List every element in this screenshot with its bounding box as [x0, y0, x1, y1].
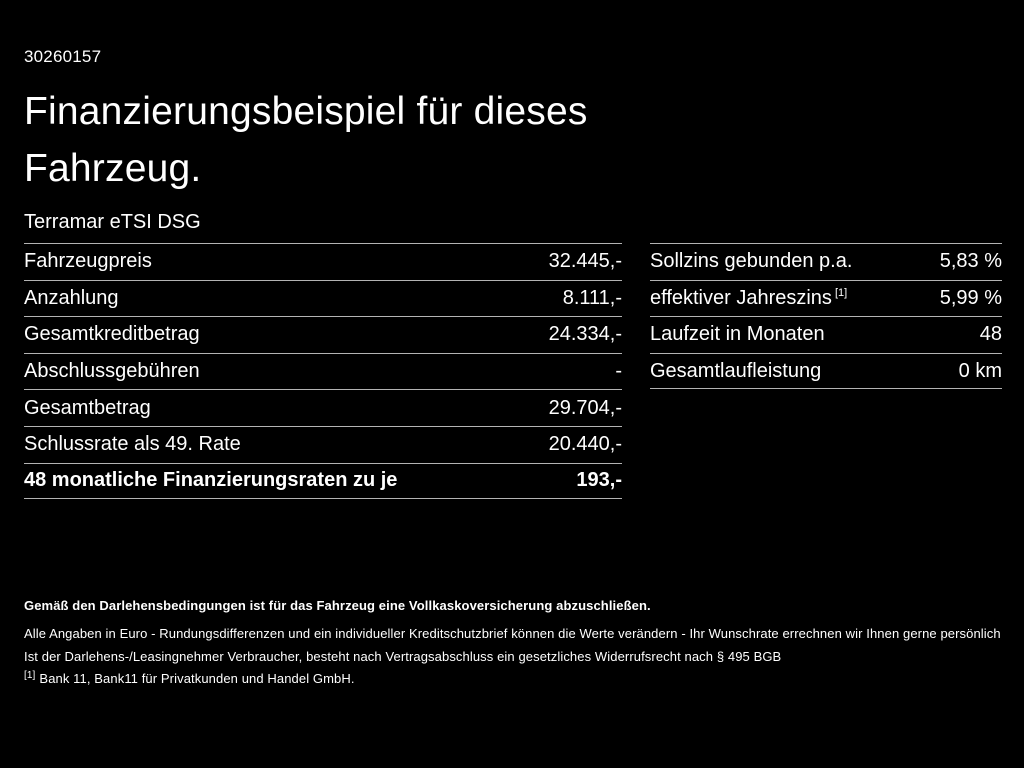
row-label: Gesamtbetrag — [24, 396, 151, 419]
row-value: 193,- — [576, 469, 622, 492]
finance-table-left: Fahrzeugpreis 32.445,- Anzahlung 8.111,-… — [24, 243, 622, 500]
table-row-gesamtlaufleistung: Gesamtlaufleistung 0 km — [650, 352, 1002, 390]
page-title: Finanzierungsbeispiel für dieses Fahrzeu… — [24, 83, 588, 197]
footnote-bank-text: Bank 11, Bank11 für Privatkunden und Han… — [39, 671, 355, 686]
footnote-insurance: Gemäß den Darlehensbedingungen ist für d… — [24, 598, 651, 613]
row-value: 29.704,- — [548, 396, 622, 419]
table-row-effektiver-jahreszins: effektiver Jahreszins [1] 5,99 % — [650, 279, 1002, 317]
footnote-ref-marker: [1] — [24, 669, 36, 681]
row-label: Gesamtlaufleistung — [650, 359, 822, 382]
row-label: Laufzeit in Monaten — [650, 323, 825, 346]
page-title-line2: Fahrzeug. — [24, 147, 202, 190]
row-label-text: effektiver Jahreszins — [650, 286, 832, 309]
footnote-bank-reference: [1] Bank 11, Bank11 für Privatkunden und … — [24, 669, 355, 686]
row-label: Anzahlung — [24, 286, 119, 309]
row-label: Fahrzeugpreis — [24, 250, 152, 273]
finance-table-right: Sollzins gebunden p.a. 5,83 % effektiver… — [650, 243, 1002, 390]
row-value: 0 km — [958, 359, 1002, 382]
row-label: Gesamtkreditbetrag — [24, 323, 200, 346]
table-row-abschlussgebuehren: Abschlussgebühren - — [24, 352, 622, 390]
table-row-gesamtkreditbetrag: Gesamtkreditbetrag 24.334,- — [24, 316, 622, 353]
footnote-euro-disclaimer: Alle Angaben in Euro - Rundungsdifferenz… — [24, 626, 1001, 641]
table-row-monatsraten: 48 monatliche Finanzierungsraten zu je 1… — [24, 462, 622, 500]
table-row-schlussrate: Schlussrate als 49. Rate 20.440,- — [24, 425, 622, 463]
row-value: 48 — [979, 323, 1002, 346]
row-label: 48 monatliche Finanzierungsraten zu je — [24, 469, 398, 492]
row-label: Abschlussgebühren — [24, 360, 200, 383]
row-value: - — [615, 360, 622, 383]
table-row-fahrzeugpreis: Fahrzeugpreis 32.445,- — [24, 243, 622, 280]
row-label: effektiver Jahreszins [1] — [650, 287, 847, 310]
row-value: 5,99 % — [939, 286, 1002, 309]
row-value: 24.334,- — [548, 323, 622, 346]
row-value: 8.111,- — [562, 286, 622, 309]
row-value: 32.445,- — [548, 250, 622, 273]
row-value: 5,83 % — [939, 250, 1002, 273]
table-row-sollzins: Sollzins gebunden p.a. 5,83 % — [650, 243, 1002, 280]
row-label: Sollzins gebunden p.a. — [650, 250, 853, 273]
footnote-ref-marker: [1] — [834, 287, 848, 300]
table-row-laufzeit: Laufzeit in Monaten 48 — [650, 316, 1002, 353]
table-row-anzahlung: Anzahlung 8.111,- — [24, 279, 622, 317]
footnote-widerrufsrecht: Ist der Darlehens-/Leasingnehmer Verbrau… — [24, 649, 782, 664]
model-name: Terramar eTSI DSG — [24, 211, 201, 233]
table-row-gesamtbetrag: Gesamtbetrag 29.704,- — [24, 389, 622, 426]
row-value: 20.440,- — [548, 433, 622, 456]
vehicle-id: 30260157 — [24, 47, 102, 66]
row-label: Schlussrate als 49. Rate — [24, 433, 241, 456]
page-title-line1: Finanzierungsbeispiel für dieses — [24, 90, 588, 133]
